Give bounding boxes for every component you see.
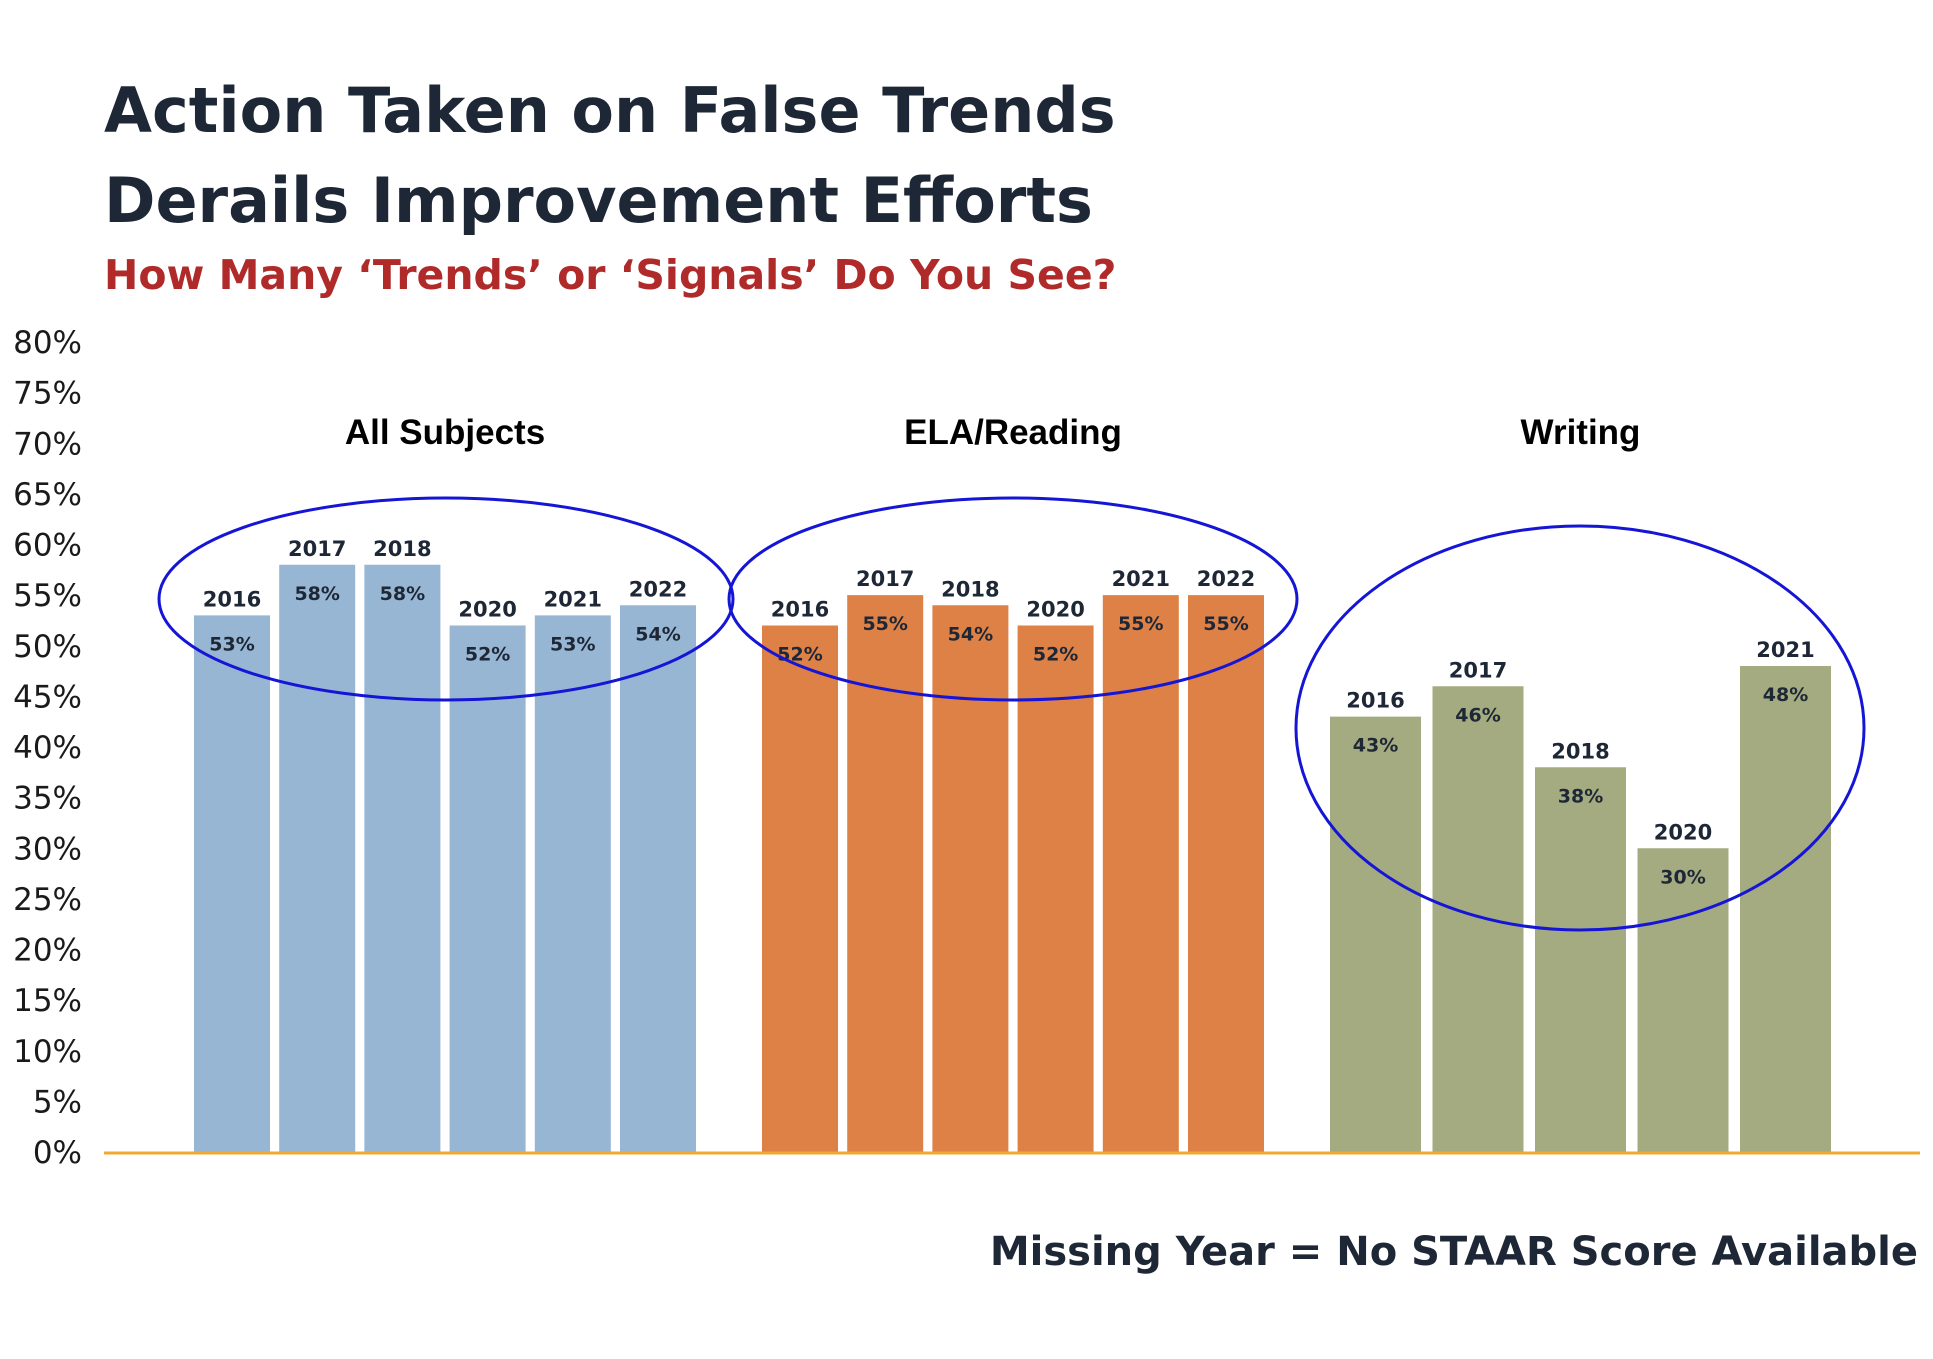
bar	[534, 615, 611, 1152]
y-tick-label: 10%	[13, 1034, 82, 1070]
bar-value-label: 58%	[380, 583, 425, 605]
group-label: ELA/Reading	[904, 413, 1122, 452]
bar	[1432, 686, 1524, 1152]
y-tick-label: 40%	[13, 730, 82, 766]
bar-value-label: 53%	[550, 633, 595, 655]
bar	[762, 625, 838, 1152]
bar-groups: All Subjects 2016 53% 2017 58% 2018 58% 2020 52%…	[194, 413, 1831, 1152]
bar	[1017, 625, 1094, 1152]
footnote: Missing Year = No STAAR Score Available	[989, 1229, 1918, 1275]
bar-year-label: 2021	[1756, 638, 1814, 662]
title-line-2: Derails Improvement Efforts	[104, 164, 1093, 237]
y-tick-label: 20%	[13, 933, 82, 969]
bar-value-label: 55%	[1203, 613, 1248, 635]
bar	[847, 595, 924, 1152]
bar	[1535, 767, 1626, 1152]
y-tick-label: 5%	[33, 1084, 82, 1120]
y-tick-label: 70%	[13, 426, 82, 462]
bar-group: All Subjects 2016 53% 2017 58% 2018 58% 2020 52%…	[194, 413, 696, 1152]
bar-year-label: 2022	[1197, 567, 1255, 591]
bar-value-label: 58%	[294, 583, 339, 605]
bar	[194, 615, 270, 1152]
bar-value-label: 52%	[465, 644, 510, 666]
bar	[279, 564, 356, 1152]
highlight-ellipses	[157, 496, 1866, 932]
title-line-1: Action Taken on False Trends	[104, 74, 1116, 147]
bar-value-label: 43%	[1353, 735, 1398, 757]
highlight-ellipse	[727, 496, 1299, 702]
y-tick-label: 50%	[13, 629, 82, 665]
bar-value-label: 55%	[862, 613, 907, 635]
page-title: Action Taken on False Trends Derails Imp…	[104, 66, 1116, 246]
y-tick-label: 25%	[13, 882, 82, 918]
group-label: All Subjects	[345, 413, 545, 452]
bar-value-label: 52%	[777, 644, 822, 666]
highlight-ellipse	[157, 496, 735, 702]
bar	[1330, 716, 1421, 1152]
y-tick-label: 75%	[13, 376, 82, 412]
y-tick-label: 15%	[13, 983, 82, 1019]
bar	[1637, 848, 1729, 1152]
bar-year-label: 2021	[1112, 567, 1170, 591]
bar	[1740, 666, 1831, 1152]
y-tick-label: 45%	[13, 679, 82, 715]
y-tick-label: 35%	[13, 781, 82, 817]
bar-year-label: 2016	[1346, 689, 1404, 713]
bar-value-label: 55%	[1118, 613, 1163, 635]
bar-value-label: 54%	[635, 623, 680, 645]
bar	[620, 605, 696, 1152]
bar-value-label: 54%	[948, 623, 993, 645]
y-tick-label: 0%	[33, 1135, 82, 1171]
bar-value-label: 38%	[1558, 785, 1603, 807]
bar	[1102, 595, 1179, 1152]
bar-year-label: 2018	[941, 577, 999, 601]
bar-year-label: 2020	[1654, 820, 1712, 844]
subtitle: How Many ‘Trends’ or ‘Signals’ Do You Se…	[104, 251, 1117, 299]
y-tick-label: 55%	[13, 578, 82, 614]
y-tick-label: 60%	[13, 528, 82, 564]
y-tick-label: 30%	[13, 831, 82, 867]
bar-year-label: 2016	[771, 598, 829, 622]
bar-value-label: 46%	[1455, 704, 1500, 726]
bar-year-label: 2016	[203, 587, 261, 611]
bar-value-label: 30%	[1660, 866, 1705, 888]
group-label: Writing	[1521, 413, 1641, 452]
bar	[449, 625, 526, 1152]
y-tick-label: 65%	[13, 477, 82, 513]
bar-value-label: 48%	[1763, 684, 1808, 706]
y-axis: 0% 5% 10% 15% 20% 25% 30% 35% 40% 45% 50% 55% 60% 65%…	[13, 325, 82, 1171]
bar-group: ELA/Reading 2016 52% 2017 55% 2018 54% 2020 52% 2…	[762, 413, 1264, 1152]
bar-year-label: 2021	[544, 587, 602, 611]
bar	[364, 564, 441, 1152]
bar	[1188, 595, 1264, 1152]
bar-year-label: 2017	[856, 567, 914, 591]
bar-year-label: 2022	[629, 577, 687, 601]
bar-group: Writing 2016 43% 2017 46% 2018 38% 2020 30% 2021 4…	[1330, 413, 1831, 1152]
bar-year-label: 2017	[1449, 658, 1507, 682]
y-tick-label: 80%	[13, 325, 82, 361]
highlight-ellipse	[1294, 524, 1866, 932]
bar-value-label: 53%	[209, 633, 254, 655]
bar-value-label: 52%	[1033, 644, 1078, 666]
bar-year-label: 2018	[1551, 739, 1609, 763]
bar-year-label: 2020	[458, 598, 516, 622]
bar-year-label: 2020	[1026, 598, 1084, 622]
bar	[932, 605, 1009, 1152]
bar-year-label: 2018	[373, 537, 431, 561]
bar-year-label: 2017	[288, 537, 346, 561]
